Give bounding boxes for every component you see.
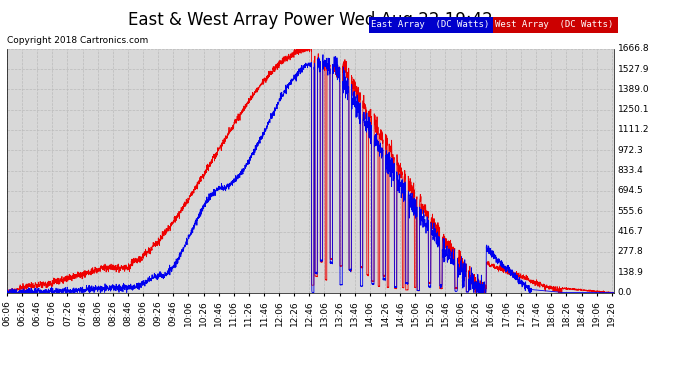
Text: 694.5: 694.5 (618, 186, 643, 195)
Text: Copyright 2018 Cartronics.com: Copyright 2018 Cartronics.com (7, 36, 148, 45)
Text: 833.4: 833.4 (618, 166, 643, 175)
Text: 1666.8: 1666.8 (618, 44, 649, 53)
Text: 1389.0: 1389.0 (618, 85, 649, 94)
Text: 138.9: 138.9 (618, 268, 644, 277)
Text: 416.7: 416.7 (618, 227, 643, 236)
Text: 972.3: 972.3 (618, 146, 643, 155)
Text: West Array  (DC Watts): West Array (DC Watts) (495, 20, 613, 30)
Text: East & West Array Power Wed Aug 22 19:42: East & West Array Power Wed Aug 22 19:42 (128, 11, 493, 29)
Text: 1250.1: 1250.1 (618, 105, 649, 114)
Text: 555.6: 555.6 (618, 207, 644, 216)
Text: East Array  (DC Watts): East Array (DC Watts) (371, 20, 489, 30)
Text: 1527.9: 1527.9 (618, 64, 649, 74)
Text: 277.8: 277.8 (618, 248, 643, 256)
Text: 1111.2: 1111.2 (618, 126, 649, 135)
Text: 0.0: 0.0 (618, 288, 632, 297)
